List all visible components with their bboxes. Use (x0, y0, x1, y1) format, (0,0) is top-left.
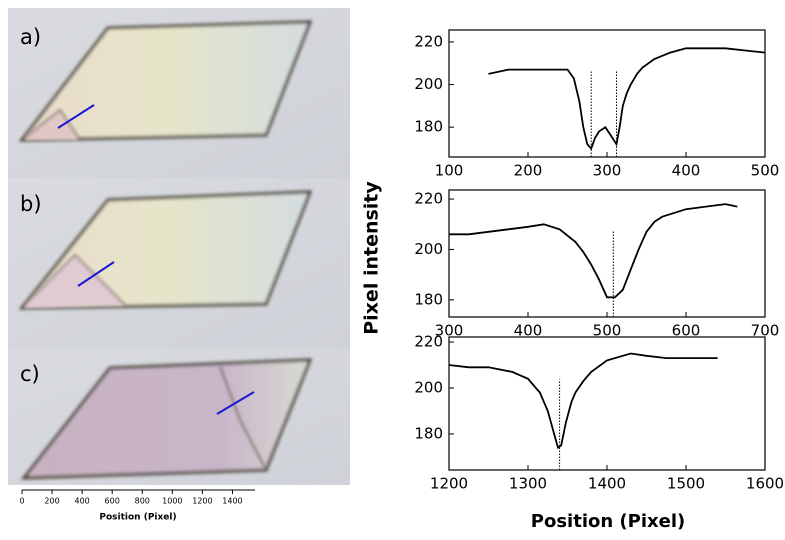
x-tick-label: 1300 (509, 475, 547, 493)
y-tick-label: 180 (414, 290, 443, 308)
profile-line (77, 261, 115, 287)
data-line (449, 203, 738, 299)
scale-label: Position (Pixel) (99, 513, 176, 523)
y-tick-label: 200 (414, 378, 443, 396)
crystal (18, 20, 313, 142)
profile-line (57, 104, 95, 129)
y-tick-label: 220 (414, 333, 443, 351)
data-line (488, 47, 766, 151)
y-tick-label: 180 (414, 118, 443, 136)
scale-tick-label: 200 (44, 497, 59, 506)
x-axis-label: Position (Pixel) (531, 511, 685, 532)
y-tick-label: 180 (414, 424, 443, 442)
y-tick-label: 200 (414, 240, 443, 258)
y-tick-label: 220 (414, 32, 443, 50)
x-tick-label: 100 (435, 162, 464, 180)
crystal (20, 358, 313, 480)
x-tick-label: 1600 (746, 475, 784, 493)
x-tick-label: 300 (435, 322, 464, 340)
x-tick-label: 500 (751, 162, 780, 180)
domain (21, 108, 81, 141)
x-tick-label: 500 (593, 322, 622, 340)
x-tick-label: 400 (514, 322, 543, 340)
y-tick-label: 200 (414, 75, 443, 93)
x-tick-label: 300 (593, 162, 622, 180)
x-tick-label: 1400 (588, 475, 626, 493)
domain (21, 253, 126, 309)
y-axis-label: Pixel intensity (361, 181, 383, 335)
profile-line (216, 391, 255, 415)
domain (219, 365, 267, 471)
scale-tick-label: 1000 (162, 497, 182, 506)
scale-tick-label: 1200 (192, 497, 212, 506)
scale-tick-label: 600 (105, 497, 120, 506)
x-tick-label: 1500 (667, 475, 705, 493)
scale-tick-label: 400 (74, 497, 89, 506)
panel-label: a) (20, 25, 41, 49)
panel-label: c) (20, 362, 40, 386)
x-tick-label: 400 (672, 162, 701, 180)
x-tick-label: 200 (514, 162, 543, 180)
scale-tick-label: 0 (19, 497, 24, 506)
data-line (448, 352, 718, 450)
panel-label: b) (20, 192, 42, 216)
x-tick-label: 700 (751, 322, 780, 340)
x-tick-label: 1200 (430, 475, 468, 493)
x-tick-label: 600 (672, 322, 701, 340)
y-tick-label: 220 (414, 190, 443, 208)
scale-tick-label: 1400 (222, 497, 242, 506)
micrographs (8, 8, 350, 485)
scale-tick-label: 800 (135, 497, 150, 506)
plot-frame (448, 336, 766, 471)
